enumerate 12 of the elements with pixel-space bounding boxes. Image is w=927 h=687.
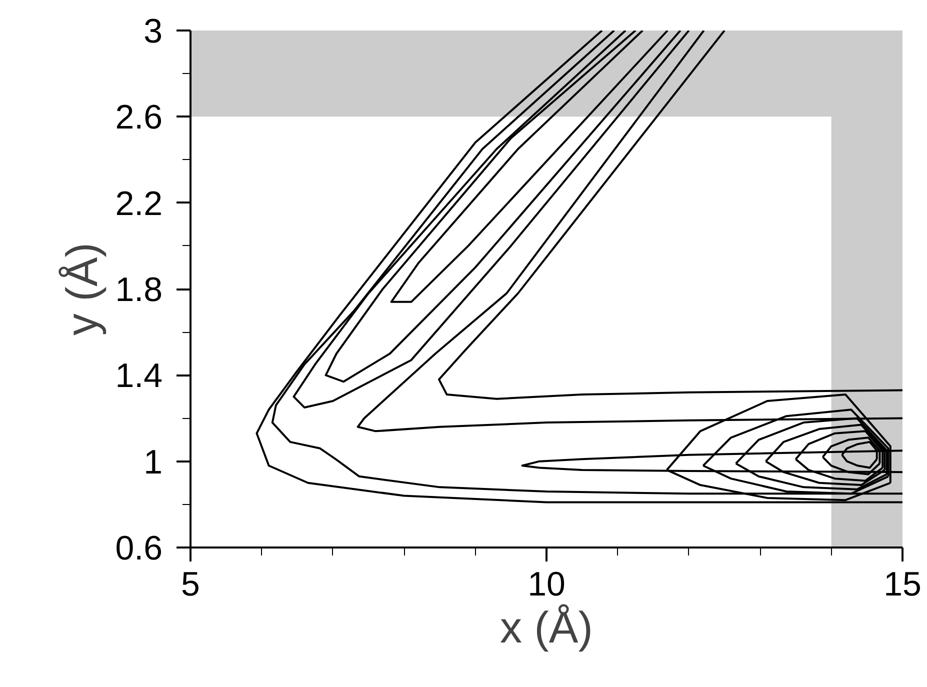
y-axis-title: y (Å) [58,242,108,336]
x-tick-label: 10 [528,566,566,604]
y-tick-label: 2.2 [115,184,162,223]
y-tick-label: 0.6 [115,530,162,568]
x-axis-title: x (Å) [500,604,593,652]
y-tick-label: 1.8 [115,271,162,309]
y-tick-label: 1 [144,443,163,482]
y-tick-label: 2.6 [115,98,162,137]
y-tick-label: 3 [144,12,163,50]
x-tick-label: 15 [884,566,922,604]
y-tick-label: 1.4 [115,357,162,396]
x-tick-label: 5 [181,566,200,604]
